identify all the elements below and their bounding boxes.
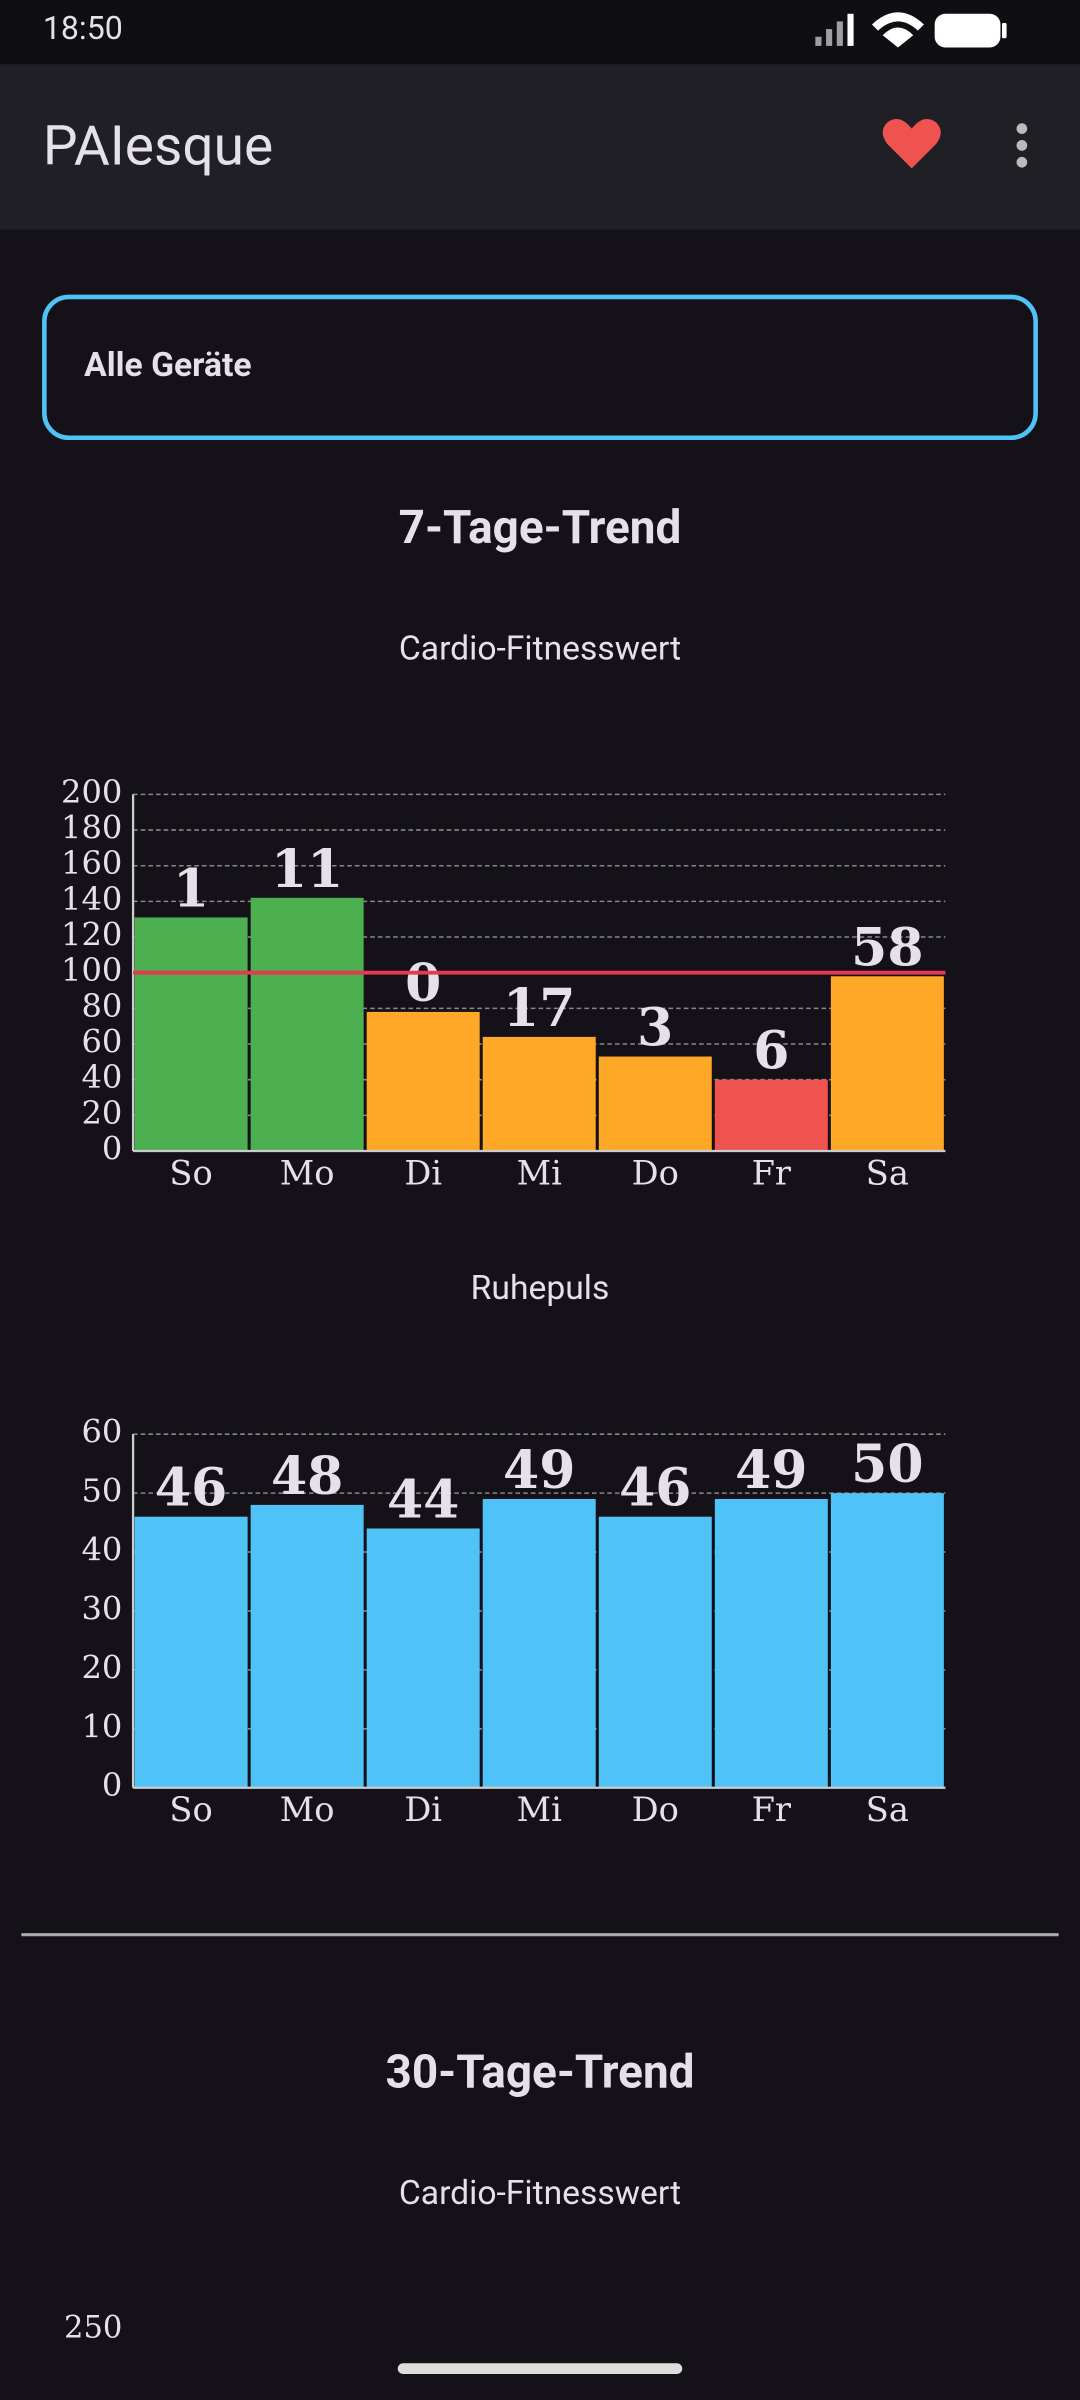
data-label: 48 (271, 1446, 343, 1507)
y-tick-label: 0 (102, 1766, 122, 1804)
device-select-label: Alle Geräte (84, 346, 251, 385)
data-label: 58 (851, 917, 923, 978)
bar (134, 917, 248, 1152)
data-label: 44 (387, 1469, 459, 1530)
y-tick-label: 180 (61, 809, 122, 847)
bar (366, 1528, 480, 1788)
bar (250, 897, 364, 1152)
x-tick-label: Mo (280, 1790, 335, 1829)
bar (714, 1499, 828, 1788)
bar (366, 1011, 480, 1152)
x-tick-label: Sa (866, 1790, 909, 1829)
home-indicator (397, 2363, 683, 2374)
bar (598, 1516, 712, 1788)
y-tick-label: 0 (102, 1130, 122, 1168)
x-tick-label: Fr (752, 1154, 792, 1193)
chart-title: Ruhepuls (471, 1269, 610, 1308)
y-tick-label: 120 (61, 916, 122, 954)
section-title: 30-Tage-Trend (386, 2046, 695, 2100)
heart-button[interactable] (882, 119, 941, 169)
x-tick-label: Mo (280, 1154, 335, 1193)
chart-title: Cardio-Fitnesswert (399, 629, 681, 668)
data-label: 1 (173, 858, 209, 919)
bar (250, 1504, 364, 1788)
x-tick-label: Do (632, 1154, 679, 1193)
x-tick-label: Do (632, 1790, 679, 1829)
bar (830, 976, 944, 1152)
data-label: 49 (503, 1440, 575, 1501)
bar (830, 1493, 944, 1788)
data-label: 11 (271, 839, 343, 900)
y-tick-label: 60 (82, 1023, 123, 1061)
y-tick-label: 50 (82, 1472, 123, 1510)
app-title: PAIesque (43, 115, 273, 179)
x-tick-label: Mi (517, 1790, 562, 1829)
y-tick-label: 30 (82, 1589, 123, 1627)
bar (134, 1516, 248, 1788)
data-label: 46 (155, 1458, 227, 1519)
device-select[interactable] (42, 294, 1038, 441)
status-bar (0, 0, 1080, 65)
bar (598, 1056, 712, 1152)
x-tick-label: Fr (752, 1790, 792, 1829)
bar (714, 1079, 828, 1152)
y-tick-label: 100 (61, 951, 122, 989)
x-tick-label: So (169, 1154, 212, 1193)
y-tick-label: 10 (82, 1707, 123, 1745)
x-tick-label: Sa (866, 1154, 909, 1193)
status-icons (815, 12, 1007, 48)
data-label: 3 (637, 998, 673, 1059)
x-tick-label: Mi (517, 1154, 562, 1193)
bar (482, 1036, 596, 1152)
y-tick-label: 200 (61, 773, 122, 811)
x-tick-label: Di (404, 1154, 442, 1193)
data-label: 6 (753, 1021, 789, 1082)
y-tick-label: 160 (61, 844, 122, 882)
menu-button[interactable] (1016, 123, 1028, 168)
data-label: 50 (851, 1434, 923, 1495)
y-tick-label: 80 (82, 987, 123, 1025)
data-label: 46 (619, 1458, 691, 1519)
chart-title: Cardio-Fitnesswert (399, 2174, 681, 2213)
section-title: 7-Tage-Trend (399, 501, 682, 555)
y-tick-label: 40 (82, 1531, 123, 1569)
status-time: 18:50 (43, 9, 123, 47)
y-tick-label: 20 (82, 1648, 123, 1686)
y-tick-label: 140 (61, 880, 122, 918)
y-tick-label: 60 (82, 1413, 123, 1451)
bar (482, 1499, 596, 1788)
y-tick-label: 40 (82, 1058, 123, 1096)
data-label: 17 (503, 978, 575, 1039)
y-tick-label: 20 (82, 1094, 123, 1132)
data-label: 0 (405, 953, 441, 1014)
data-label: 49 (735, 1440, 807, 1501)
x-tick-label: Di (404, 1790, 442, 1829)
x-tick-label: So (169, 1790, 212, 1829)
